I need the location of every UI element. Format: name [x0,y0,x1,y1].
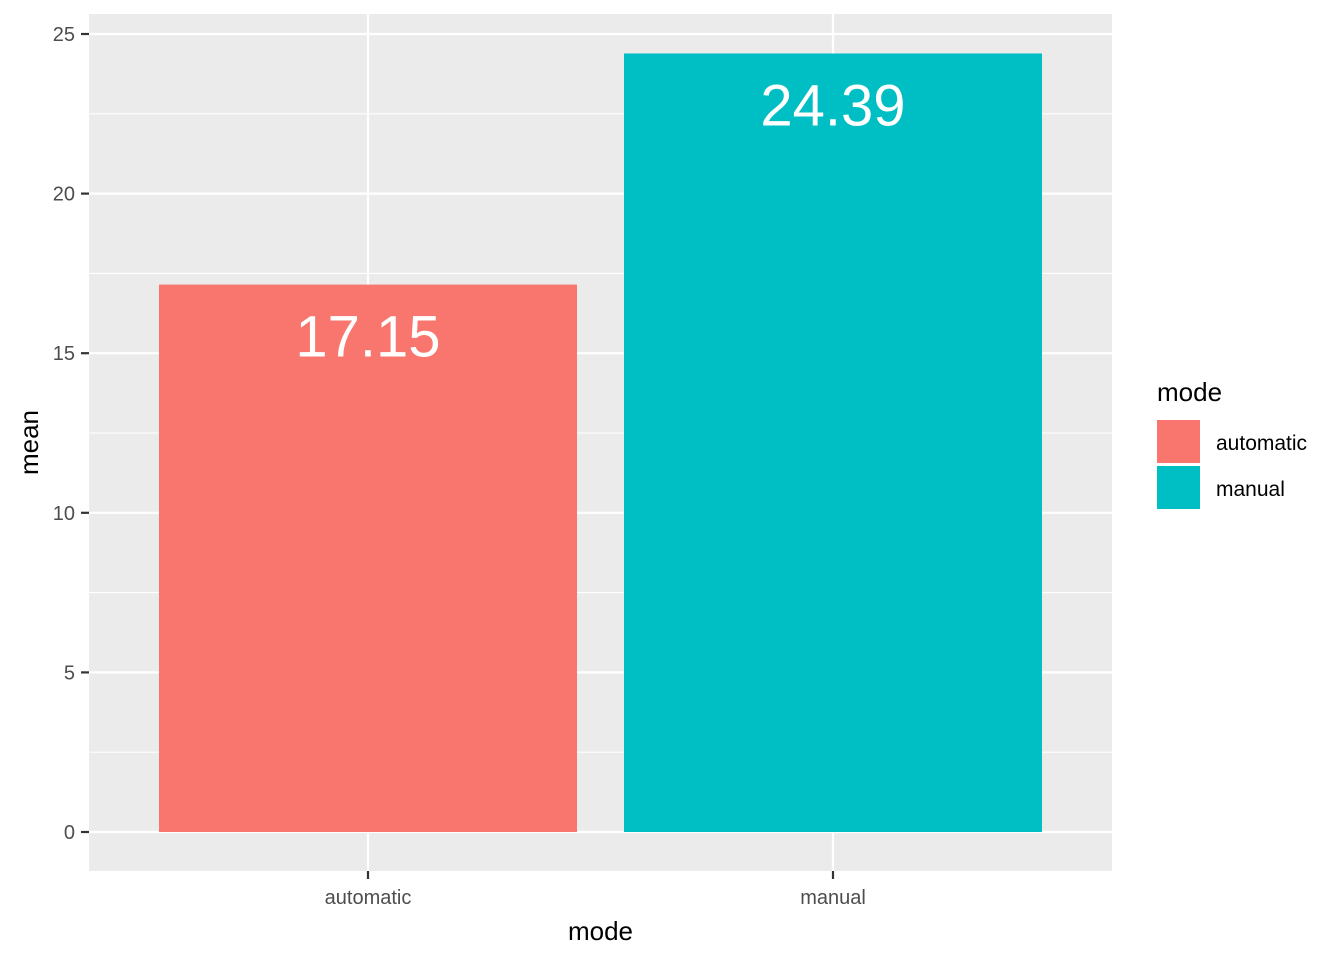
bar-labels: 17.15 24.39 [295,73,905,369]
y-tick-label: 20 [53,184,75,206]
bar-automatic [159,284,577,832]
x-tick-label-automatic: automatic [325,887,412,909]
legend-label-manual: manual [1216,478,1285,501]
y-tick-label: 5 [64,662,75,684]
legend-swatch-automatic [1157,420,1200,463]
data-label-manual: 24.39 [760,73,905,138]
y-axis-title: mean [14,410,44,475]
x-tick-label-manual: manual [800,887,866,909]
legend: mode automatic manual [1157,377,1307,509]
legend-title: mode [1157,377,1222,407]
y-tick-label: 25 [53,24,75,46]
bars [159,53,1042,833]
y-tick-label: 15 [53,343,75,365]
x-axis: automatic manual [325,871,866,909]
data-label-automatic: 17.15 [295,305,440,370]
x-axis-title: mode [568,916,633,946]
y-axis: 0 5 10 15 20 25 [53,24,89,844]
y-tick-label: 0 [64,822,75,844]
legend-swatch-manual [1157,466,1200,509]
y-tick-label: 10 [53,503,75,525]
bar-manual [624,53,1042,833]
legend-label-automatic: automatic [1216,432,1307,455]
